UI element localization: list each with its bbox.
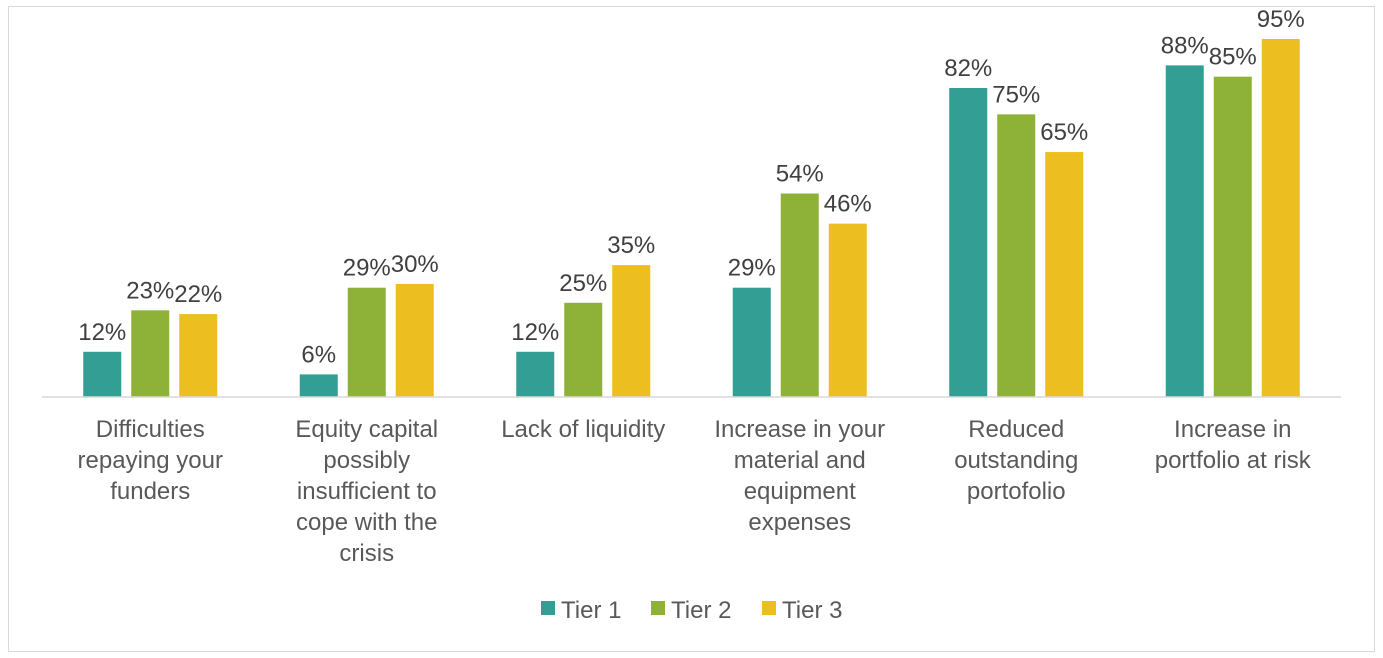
bar xyxy=(395,283,434,397)
bar xyxy=(949,87,988,397)
data-label: 23% xyxy=(126,277,174,304)
category-label-line: material and xyxy=(734,447,866,474)
bar xyxy=(828,223,867,397)
category-label: Increase in your material and equipment exp… xyxy=(714,416,885,536)
category-label-line: expenses xyxy=(748,509,851,536)
bar xyxy=(131,310,170,397)
data-label: 12% xyxy=(78,319,126,346)
category-label-line: Equity capital xyxy=(295,416,438,443)
bar xyxy=(299,374,338,397)
category-label-line: insufficient to xyxy=(297,478,437,505)
category-label-line: Reduced xyxy=(968,416,1064,443)
category-label-line: equipment xyxy=(744,478,856,505)
bar xyxy=(732,287,771,397)
data-label: 85% xyxy=(1209,44,1257,71)
category-label-line: outstanding xyxy=(954,447,1078,474)
bar xyxy=(347,287,386,397)
category-label-line: Lack of liquidity xyxy=(501,416,665,443)
legend-label: Tier 2 xyxy=(671,597,731,624)
data-label: 88% xyxy=(1161,32,1209,59)
data-labels-group: 12%23% 22%6%29% 30%12%25%35%29%54%46%82%75… xyxy=(78,6,1305,368)
category-label: Increase in portfolio at risk xyxy=(1155,416,1312,474)
data-label: 12% xyxy=(511,319,559,346)
legend-swatch xyxy=(541,601,555,615)
category-label-line: portfolio at risk xyxy=(1155,447,1312,474)
category-label-line: repaying your xyxy=(78,447,223,474)
category-label-line: Difficulties xyxy=(96,416,205,443)
bar xyxy=(1261,39,1300,397)
category-label-line: Increase in your xyxy=(714,416,885,443)
data-label: 82% xyxy=(944,55,992,82)
category-label: Equity capital possibly insufficient to cop… xyxy=(295,416,438,567)
legend: Tier 1 Tier 2 Tier 3 xyxy=(541,597,842,624)
data-label: 22% xyxy=(174,281,222,308)
bar xyxy=(179,314,218,397)
category-labels-group: Difficulties repaying your funders Equity c… xyxy=(78,416,1312,567)
category-label: Difficulties repaying your funders xyxy=(78,416,223,505)
data-label: 46% xyxy=(824,191,872,218)
legend-label: Tier 3 xyxy=(782,597,842,624)
category-label: Reduced outstanding portofolio xyxy=(954,416,1078,505)
category-label-line: funders xyxy=(110,478,190,505)
bar xyxy=(780,193,819,397)
category-label-line: portofolio xyxy=(967,478,1066,505)
chart-frame xyxy=(8,6,1375,652)
category-label-line: cope with the xyxy=(296,509,437,536)
bar xyxy=(1045,152,1084,397)
category-label-line: possibly xyxy=(323,447,410,474)
bar xyxy=(564,302,603,397)
data-label: 29% xyxy=(728,255,776,282)
category-label-line: crisis xyxy=(339,540,394,567)
data-label: 95% xyxy=(1257,6,1305,33)
bar xyxy=(997,114,1036,398)
bar xyxy=(83,351,122,397)
bar xyxy=(1165,65,1204,398)
bar xyxy=(1213,76,1252,398)
category-label-line: Increase in xyxy=(1174,416,1291,443)
data-label: 35% xyxy=(607,232,655,259)
data-label: 54% xyxy=(776,161,824,188)
bar xyxy=(612,265,651,397)
bars-group xyxy=(83,39,1300,398)
legend-label: Tier 1 xyxy=(561,597,621,624)
data-label: 30% xyxy=(391,251,439,278)
legend-swatch xyxy=(762,601,776,615)
data-label: 65% xyxy=(1040,119,1088,146)
data-label: 25% xyxy=(559,270,607,297)
bar xyxy=(516,351,555,397)
legend-swatch xyxy=(651,601,665,615)
category-label: Lack of liquidity xyxy=(501,416,665,443)
data-label: 6% xyxy=(301,341,336,368)
data-label: 29% xyxy=(343,255,391,282)
data-label: 75% xyxy=(992,81,1040,108)
